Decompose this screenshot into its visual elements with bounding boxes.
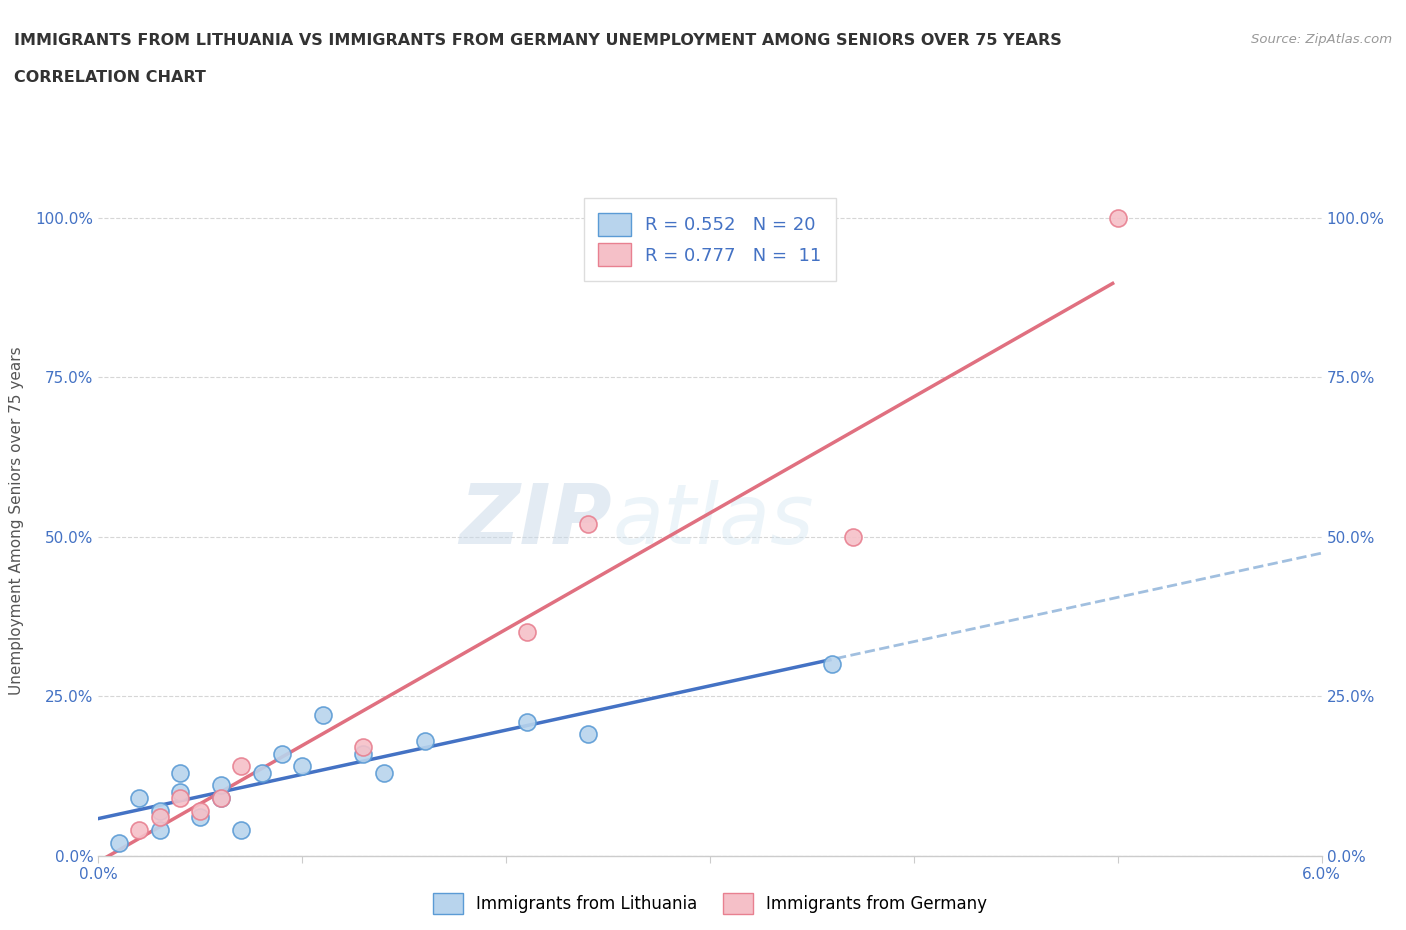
- Point: [373, 765, 395, 780]
- Point: [209, 790, 232, 805]
- Point: [576, 727, 599, 742]
- Point: [231, 823, 253, 838]
- Point: [291, 759, 314, 774]
- Point: [516, 625, 538, 640]
- Point: [413, 734, 436, 749]
- Text: IMMIGRANTS FROM LITHUANIA VS IMMIGRANTS FROM GERMANY UNEMPLOYMENT AMONG SENIORS : IMMIGRANTS FROM LITHUANIA VS IMMIGRANTS …: [14, 33, 1062, 47]
- Point: [128, 823, 150, 838]
- Point: [209, 790, 232, 805]
- Point: [821, 657, 844, 671]
- Legend: Immigrants from Lithuania, Immigrants from Germany: Immigrants from Lithuania, Immigrants fr…: [426, 886, 994, 921]
- Point: [188, 804, 212, 818]
- Point: [576, 516, 599, 531]
- Text: ZIP: ZIP: [460, 480, 612, 562]
- Point: [311, 708, 335, 723]
- Y-axis label: Unemployment Among Seniors over 75 years: Unemployment Among Seniors over 75 years: [10, 347, 24, 695]
- Point: [352, 746, 374, 761]
- Point: [149, 804, 172, 818]
- Point: [188, 810, 212, 825]
- Point: [149, 810, 172, 825]
- Point: [169, 784, 191, 799]
- Point: [108, 835, 131, 850]
- Text: atlas: atlas: [612, 480, 814, 562]
- Point: [169, 790, 191, 805]
- Point: [149, 823, 172, 838]
- Point: [270, 746, 292, 761]
- Point: [250, 765, 273, 780]
- Point: [169, 765, 191, 780]
- Point: [1107, 210, 1129, 225]
- Point: [231, 759, 253, 774]
- Text: Source: ZipAtlas.com: Source: ZipAtlas.com: [1251, 33, 1392, 46]
- Point: [209, 778, 232, 793]
- Point: [352, 739, 374, 754]
- Text: CORRELATION CHART: CORRELATION CHART: [14, 70, 205, 85]
- Point: [128, 790, 150, 805]
- Point: [841, 529, 863, 544]
- Point: [516, 714, 538, 729]
